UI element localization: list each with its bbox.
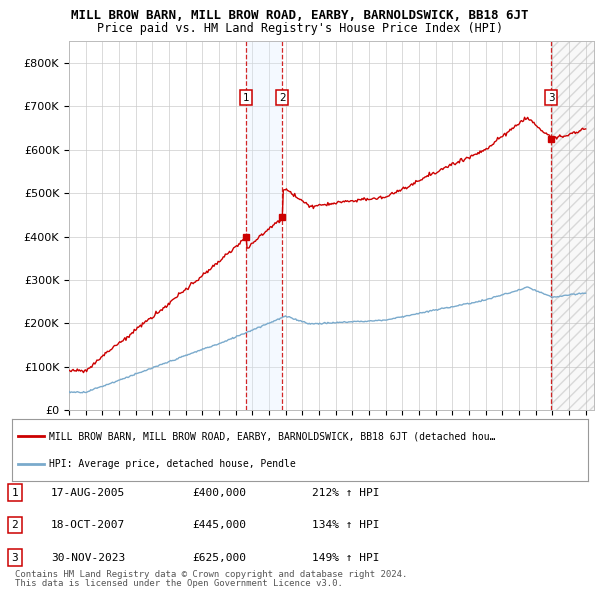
Text: 30-NOV-2023: 30-NOV-2023 [51, 553, 125, 562]
Text: This data is licensed under the Open Government Licence v3.0.: This data is licensed under the Open Gov… [15, 579, 343, 588]
Text: 2: 2 [279, 93, 286, 103]
Text: 3: 3 [548, 93, 554, 103]
Text: 212% ↑ HPI: 212% ↑ HPI [312, 488, 380, 497]
Text: MILL BROW BARN, MILL BROW ROAD, EARBY, BARNOLDSWICK, BB18 6JT (detached hou…: MILL BROW BARN, MILL BROW ROAD, EARBY, B… [49, 431, 496, 441]
Text: Price paid vs. HM Land Registry's House Price Index (HPI): Price paid vs. HM Land Registry's House … [97, 22, 503, 35]
Text: HPI: Average price, detached house, Pendle: HPI: Average price, detached house, Pend… [49, 458, 296, 468]
Text: £445,000: £445,000 [192, 520, 246, 530]
Text: 134% ↑ HPI: 134% ↑ HPI [312, 520, 380, 530]
Bar [551, 41, 594, 410]
Text: 2: 2 [11, 520, 19, 530]
Text: 1: 1 [11, 488, 19, 497]
Text: 18-OCT-2007: 18-OCT-2007 [51, 520, 125, 530]
Text: 149% ↑ HPI: 149% ↑ HPI [312, 553, 380, 562]
Bar [551, 41, 594, 410]
Text: £625,000: £625,000 [192, 553, 246, 562]
Text: 1: 1 [242, 93, 250, 103]
Text: £400,000: £400,000 [192, 488, 246, 497]
Text: Contains HM Land Registry data © Crown copyright and database right 2024.: Contains HM Land Registry data © Crown c… [15, 571, 407, 579]
Text: 17-AUG-2005: 17-AUG-2005 [51, 488, 125, 497]
Text: 3: 3 [11, 553, 19, 562]
Text: MILL BROW BARN, MILL BROW ROAD, EARBY, BARNOLDSWICK, BB18 6JT: MILL BROW BARN, MILL BROW ROAD, EARBY, B… [71, 9, 529, 22]
Bar [246, 41, 282, 410]
